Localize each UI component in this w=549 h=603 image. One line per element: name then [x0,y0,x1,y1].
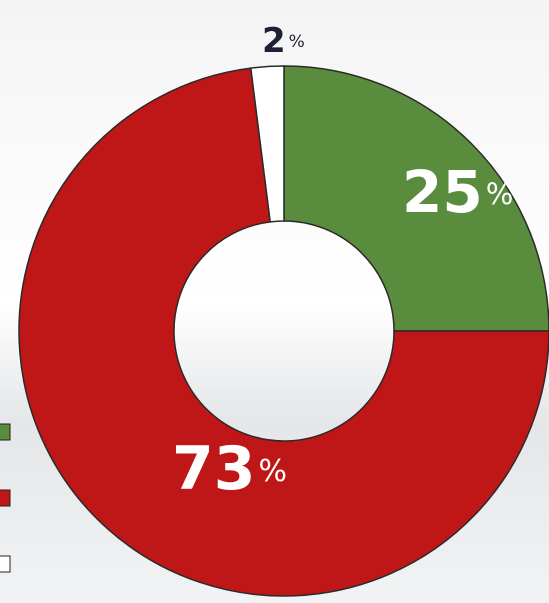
donut [18,65,549,597]
data-label: 25% [402,158,513,226]
data-label: 2% [262,21,305,61]
legend-swatch [0,489,11,507]
slice [18,67,549,597]
slice [283,65,549,332]
data-label: 73% [172,434,287,504]
data-labels: 25 % 73 % 2% [172,21,513,504]
legend-swatch [0,423,11,441]
legend-swatch [0,555,11,573]
slice [249,65,285,223]
